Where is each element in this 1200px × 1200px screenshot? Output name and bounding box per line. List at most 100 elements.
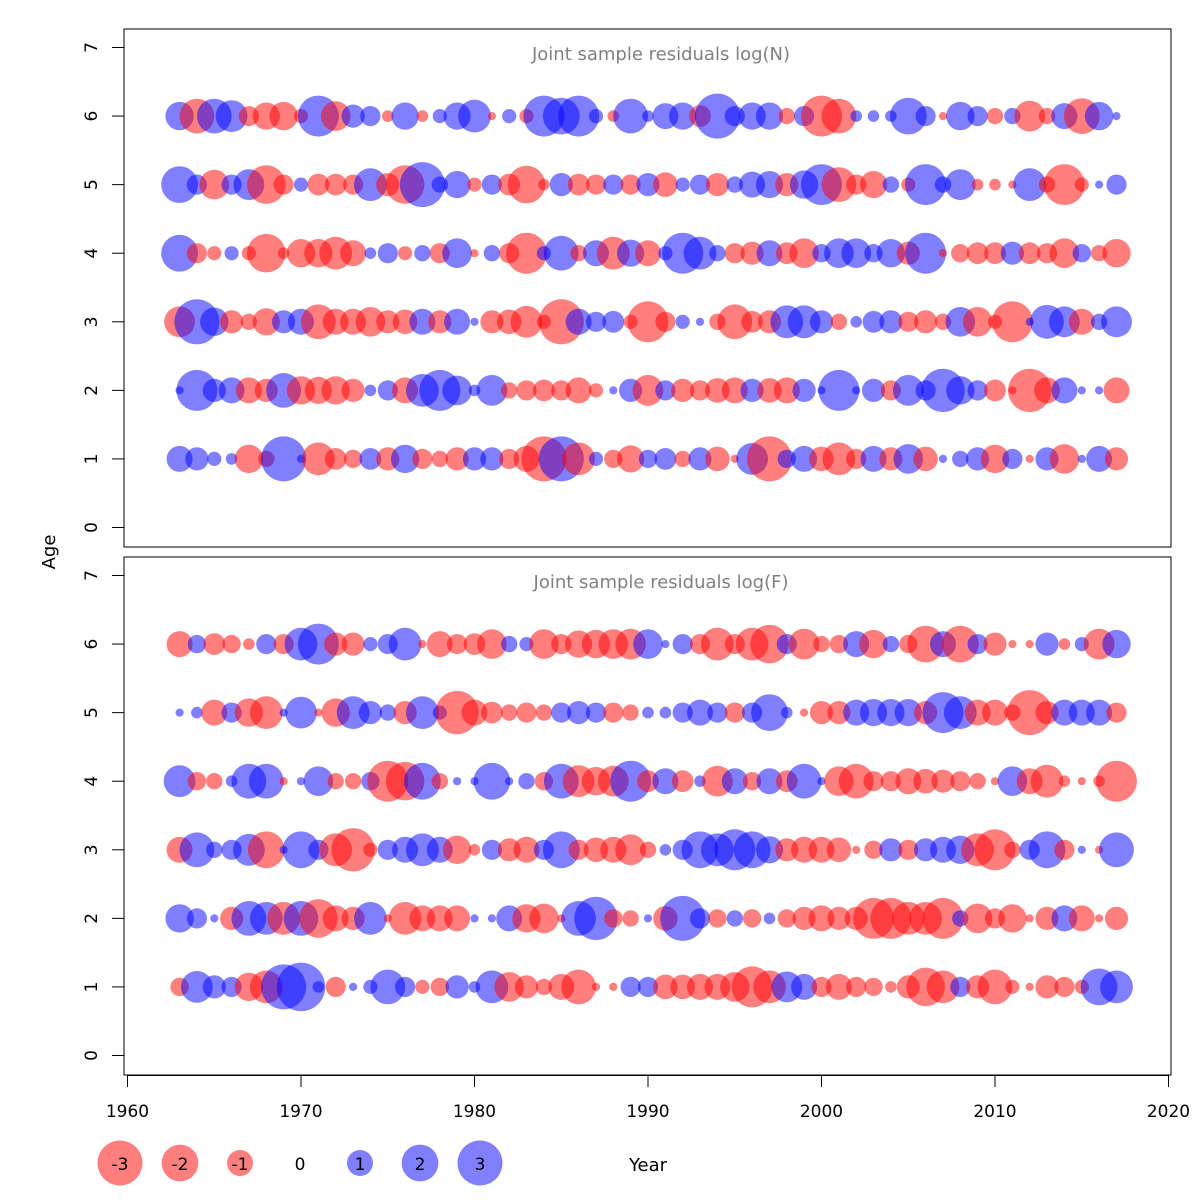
residual-bubble — [971, 178, 984, 191]
residual-bubble — [481, 174, 502, 195]
residual-bubble — [416, 110, 429, 122]
residual-bubble — [574, 896, 618, 941]
residual-bubble — [962, 903, 993, 934]
residual-bubble — [821, 167, 857, 203]
residual-bubble — [938, 249, 948, 258]
residual-bubble — [370, 969, 406, 1005]
residual-bubble — [510, 305, 543, 338]
residual-bubble — [809, 701, 834, 725]
residual-bubble — [1000, 241, 1024, 265]
residual-bubble — [201, 699, 228, 726]
residual-bubble — [672, 702, 693, 723]
residual-bubble — [741, 310, 763, 333]
residual-bubble — [913, 768, 938, 794]
residual-bubble — [220, 310, 244, 334]
residual-bubble — [708, 909, 727, 928]
residual-bubble — [480, 447, 504, 471]
residual-bubble — [989, 178, 1001, 191]
residual-bubble — [747, 436, 792, 482]
residual-bubble — [811, 976, 832, 998]
residual-bubble — [445, 975, 469, 999]
residual-bubble — [755, 102, 784, 130]
residual-bubble — [585, 311, 607, 332]
residual-bubble — [331, 828, 375, 872]
residual-bubble — [431, 773, 448, 790]
residual-bubble — [487, 112, 496, 121]
residual-bubble — [364, 247, 377, 259]
residual-bubble — [355, 307, 386, 337]
residual-bubble — [788, 628, 820, 660]
residual-bubble — [827, 906, 851, 931]
residual-bubble — [604, 909, 623, 928]
residual-bubble — [447, 634, 468, 655]
residual-bubble — [603, 702, 624, 723]
legend-bubble — [401, 1144, 439, 1182]
legend-label: 0 — [295, 1155, 306, 1175]
residual-bubble — [567, 701, 591, 725]
y-tick-label: 1 — [82, 982, 102, 993]
y-tick-label: 2 — [82, 385, 102, 396]
legend-bubble — [347, 1150, 373, 1176]
residual-bubble — [341, 632, 365, 656]
residual-bubble — [610, 760, 652, 802]
residual-bubble — [1099, 832, 1134, 868]
residual-bubble — [399, 162, 445, 208]
residual-bubble — [938, 112, 948, 121]
residual-bubble — [467, 177, 482, 192]
residual-bubble — [406, 696, 439, 729]
residual-bubble — [176, 369, 218, 411]
residual-bubble — [879, 838, 903, 862]
residual-bubble — [642, 110, 654, 122]
residual-bubble — [390, 444, 420, 474]
residual-bubble — [246, 233, 286, 273]
residual-bubble — [967, 106, 988, 127]
residual-bubble — [535, 704, 553, 721]
x-tick-label: 2010 — [973, 1102, 1016, 1122]
residual-bubble — [905, 232, 947, 274]
residual-bubble — [398, 246, 413, 261]
residual-bubble — [620, 174, 641, 195]
residual-bubble — [349, 982, 358, 992]
residual-bubble — [376, 310, 400, 334]
residual-bubble — [926, 970, 960, 1004]
residual-bubble — [984, 379, 1006, 402]
residual-bubble — [507, 165, 546, 204]
residual-bubble — [470, 914, 479, 923]
residual-bubble — [588, 383, 604, 398]
residual-bubble — [538, 178, 550, 191]
residual-bubble — [846, 976, 867, 998]
residual-bubble — [307, 173, 330, 196]
residual-bubble — [1004, 841, 1021, 858]
residual-bubble — [637, 976, 659, 998]
residual-bubble — [501, 382, 518, 399]
residual-bubble — [518, 773, 535, 790]
residual-bubble — [1072, 244, 1092, 263]
residual-bubble — [235, 377, 262, 404]
residual-bubble — [763, 912, 776, 925]
residual-bubble — [588, 451, 604, 466]
residual-bubble — [946, 101, 975, 131]
residual-bubble — [635, 240, 661, 267]
residual-bubble — [297, 623, 339, 665]
legend-bubble — [457, 1140, 503, 1186]
residual-bubble — [864, 840, 883, 859]
residual-bubble — [303, 766, 334, 796]
residual-bubble — [1102, 239, 1131, 268]
x-tick-label: 2000 — [800, 1102, 843, 1122]
residual-bubble — [882, 635, 900, 653]
residual-bubble — [946, 376, 975, 405]
residual-bubble — [1102, 629, 1131, 659]
residual-bubble — [792, 378, 816, 402]
residual-bubble — [674, 450, 691, 468]
residual-bubble — [382, 110, 394, 122]
y-tick-label: 7 — [82, 570, 102, 581]
residual-bubble — [282, 831, 320, 869]
legend-bubble — [97, 1140, 143, 1186]
residual-bubble — [533, 379, 555, 402]
residual-bubble — [561, 969, 596, 1005]
x-tick-label: 1990 — [626, 1102, 669, 1122]
residual-bubble — [379, 704, 396, 721]
residual-bubble — [354, 168, 387, 202]
residual-bubble — [707, 702, 728, 723]
residual-bubble — [660, 895, 706, 941]
